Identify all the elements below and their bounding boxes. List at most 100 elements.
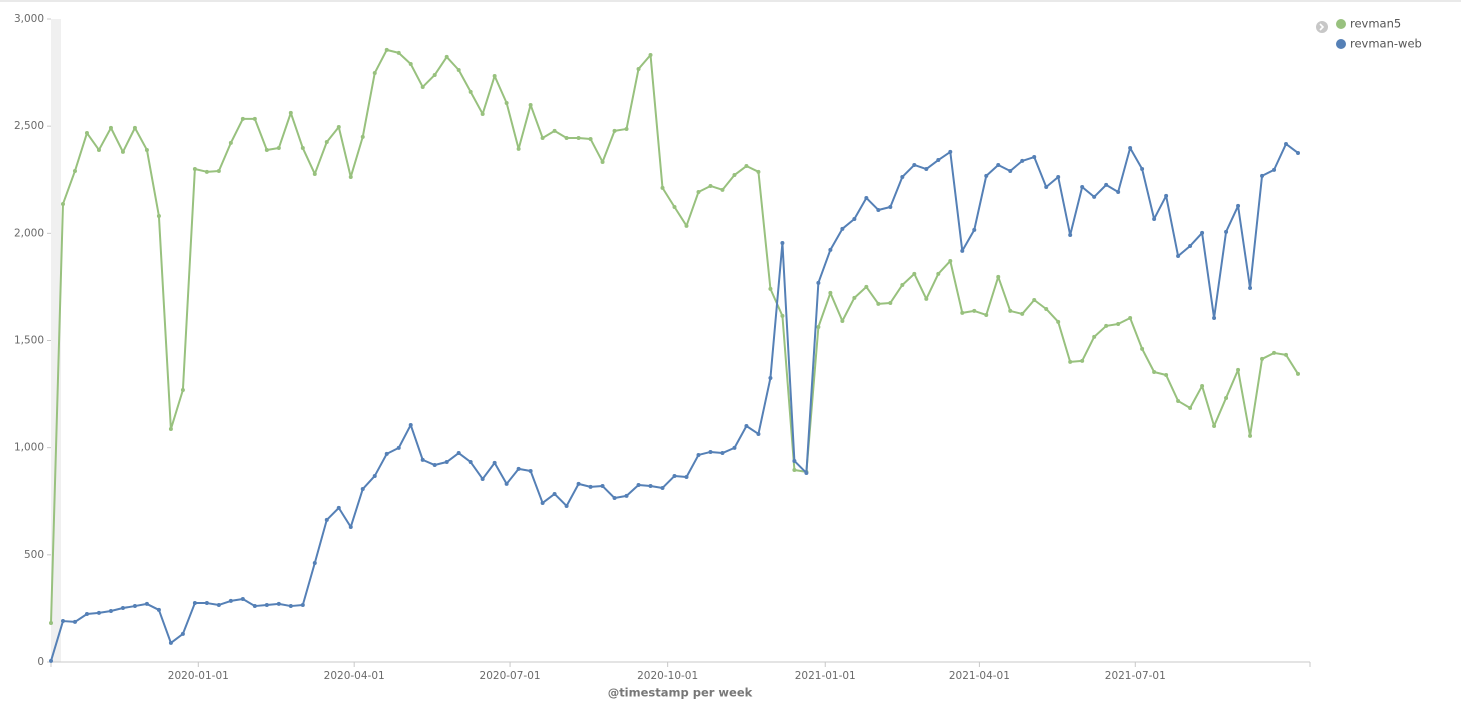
data-point: [288, 110, 293, 115]
data-point: [420, 84, 425, 89]
data-point: [972, 308, 977, 313]
legend-swatch[interactable]: [1336, 19, 1346, 29]
data-point: [648, 484, 653, 489]
data-point: [864, 195, 869, 200]
data-point: [1236, 203, 1241, 208]
data-point: [876, 207, 881, 212]
data-point: [468, 89, 473, 94]
data-point: [492, 74, 497, 79]
data-point: [1104, 323, 1109, 328]
data-point: [384, 47, 389, 52]
data-point: [348, 524, 353, 529]
data-point: [1296, 371, 1301, 376]
data-point: [348, 174, 353, 179]
data-point: [564, 503, 569, 508]
data-point: [600, 159, 605, 164]
x-tick-label: 2021-07-01: [1105, 670, 1166, 682]
data-point: [840, 226, 845, 231]
data-point: [252, 604, 257, 609]
data-point: [720, 187, 725, 192]
data-point: [60, 619, 65, 624]
data-point: [72, 168, 77, 173]
legend-label[interactable]: revman-web: [1350, 37, 1422, 51]
data-point: [792, 458, 797, 463]
data-point: [684, 223, 689, 228]
data-point: [816, 280, 821, 285]
data-point: [564, 135, 569, 140]
legend-toggle[interactable]: [1316, 21, 1328, 33]
data-point: [672, 204, 677, 209]
data-point: [132, 604, 137, 609]
data-point: [480, 476, 485, 481]
data-point: [468, 460, 473, 465]
data-point: [1284, 352, 1289, 357]
data-point: [1008, 168, 1013, 173]
data-point: [1236, 367, 1241, 372]
data-point: [1056, 174, 1061, 179]
data-point: [204, 601, 209, 606]
data-point: [960, 248, 965, 253]
data-point: [264, 602, 269, 607]
data-point: [96, 147, 101, 152]
data-point: [540, 135, 545, 140]
data-point: [1164, 373, 1169, 378]
data-point: [1272, 350, 1277, 355]
data-point: [336, 505, 341, 510]
legend-swatch[interactable]: [1336, 39, 1346, 49]
data-point: [612, 496, 617, 501]
data-point: [888, 300, 893, 305]
data-point: [720, 451, 725, 456]
data-point: [576, 481, 581, 486]
data-point: [1044, 306, 1049, 311]
data-point: [1200, 230, 1205, 235]
y-tick-label: 500: [24, 549, 44, 561]
data-point: [168, 640, 173, 645]
data-point: [1020, 158, 1025, 163]
legend-label[interactable]: revman5: [1350, 17, 1401, 31]
data-point: [288, 604, 293, 609]
data-point: [396, 50, 401, 55]
data-point: [1068, 359, 1073, 364]
data-point: [324, 140, 329, 145]
data-point: [396, 445, 401, 450]
series-line: [50, 48, 1299, 624]
data-point: [1020, 311, 1025, 316]
data-point: [84, 611, 89, 616]
data-point: [960, 310, 965, 315]
data-point: [360, 487, 365, 492]
data-point: [852, 216, 857, 221]
data-point: [924, 296, 929, 301]
y-tick-label: 3,000: [14, 13, 44, 25]
data-point: [660, 485, 665, 490]
data-point: [660, 185, 665, 190]
data-point: [732, 445, 737, 450]
data-point: [552, 491, 557, 496]
data-point: [144, 601, 149, 606]
data-point: [708, 183, 713, 188]
data-point: [432, 463, 437, 468]
data-point: [624, 126, 629, 131]
data-point: [72, 619, 77, 624]
data-point: [780, 313, 785, 318]
data-point: [900, 174, 905, 179]
data-point: [1056, 319, 1061, 324]
data-point: [156, 607, 161, 612]
data-point: [444, 460, 449, 465]
data-point: [1224, 229, 1229, 234]
data-point: [804, 470, 809, 475]
data-point: [768, 376, 773, 381]
data-point: [1224, 395, 1229, 400]
data-point: [684, 475, 689, 480]
data-point: [792, 467, 797, 472]
data-point: [840, 318, 845, 323]
data-point: [276, 601, 281, 606]
data-point: [360, 134, 365, 139]
data-point: [852, 295, 857, 300]
data-point: [588, 484, 593, 489]
data-point: [408, 62, 413, 67]
data-point: [624, 493, 629, 498]
data-point: [672, 473, 677, 478]
data-point: [1032, 297, 1037, 302]
data-point: [276, 146, 281, 151]
data-point: [420, 457, 425, 462]
